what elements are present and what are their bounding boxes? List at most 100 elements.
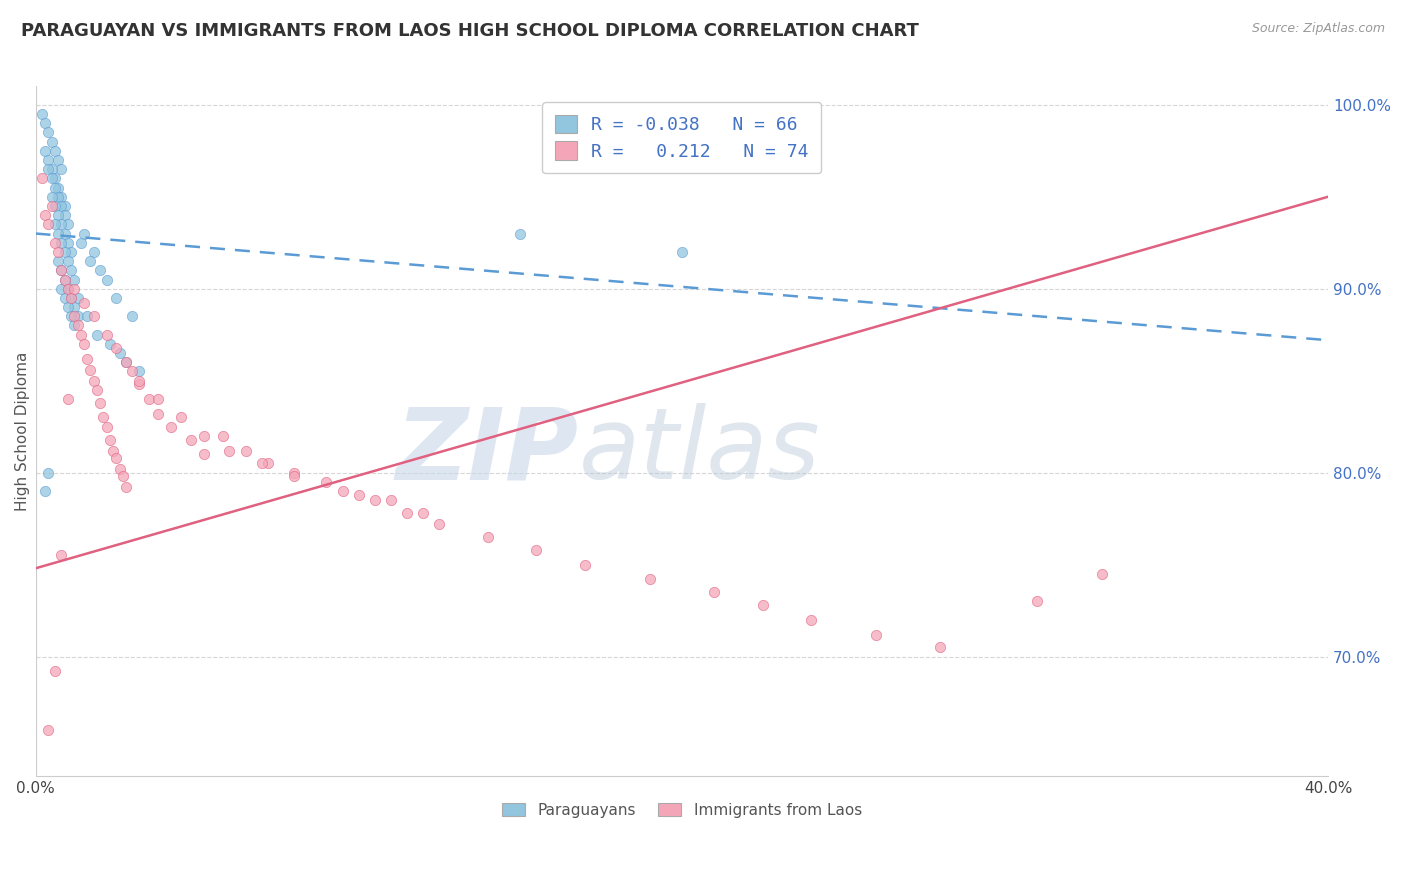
Point: [235, 443, 257, 458]
Point: [51, 199, 73, 213]
Point: [53, 272, 76, 286]
Point: [60, 263, 83, 277]
Point: [101, 443, 124, 458]
Point: [86, 327, 108, 342]
Point: [34, 144, 56, 158]
Point: [69, 327, 91, 342]
Point: [51, 549, 73, 563]
Point: [53, 291, 76, 305]
Point: [73, 227, 96, 241]
Point: [53, 199, 76, 213]
Point: [429, 517, 451, 532]
Point: [86, 383, 108, 397]
Point: [105, 291, 128, 305]
Point: [63, 318, 86, 333]
Point: [53, 244, 76, 259]
Point: [31, 171, 53, 186]
Point: [56, 392, 79, 406]
Point: [41, 171, 63, 186]
Point: [44, 665, 66, 679]
Point: [180, 433, 202, 447]
Point: [347, 488, 370, 502]
Point: [509, 227, 531, 241]
Point: [63, 300, 86, 314]
Point: [83, 244, 105, 259]
Point: [105, 341, 128, 355]
Point: [44, 144, 66, 158]
Point: [51, 162, 73, 177]
Point: [56, 254, 79, 268]
Point: [315, 475, 337, 489]
Point: [44, 217, 66, 231]
Point: [51, 190, 73, 204]
Point: [574, 558, 596, 572]
Point: [96, 327, 118, 342]
Point: [56, 282, 79, 296]
Point: [380, 493, 402, 508]
Point: [283, 469, 305, 483]
Point: [257, 457, 280, 471]
Point: [671, 244, 693, 259]
Point: [37, 723, 59, 738]
Point: [46, 190, 69, 204]
Point: [83, 374, 105, 388]
Point: [115, 480, 138, 494]
Point: [69, 235, 91, 250]
Point: [364, 493, 387, 508]
Point: [193, 447, 215, 461]
Point: [138, 392, 160, 406]
Point: [41, 135, 63, 149]
Point: [73, 337, 96, 351]
Point: [128, 374, 150, 388]
Point: [46, 180, 69, 194]
Point: [51, 282, 73, 296]
Point: [60, 291, 83, 305]
Point: [115, 355, 138, 369]
Point: [53, 272, 76, 286]
Point: [44, 171, 66, 186]
Point: [37, 125, 59, 139]
Point: [51, 217, 73, 231]
Point: [63, 272, 86, 286]
Point: [46, 208, 69, 222]
Point: [1091, 566, 1114, 581]
Point: [44, 235, 66, 250]
Point: [53, 208, 76, 222]
Point: [34, 484, 56, 499]
Point: [56, 235, 79, 250]
Point: [98, 433, 121, 447]
Point: [800, 613, 823, 627]
Point: [160, 419, 183, 434]
Point: [41, 199, 63, 213]
Point: [108, 346, 131, 360]
Point: [60, 244, 83, 259]
Point: [89, 396, 111, 410]
Point: [703, 585, 725, 599]
Point: [96, 419, 118, 434]
Point: [79, 362, 101, 376]
Point: [218, 443, 240, 458]
Point: [37, 466, 59, 480]
Point: [66, 291, 89, 305]
Point: [96, 272, 118, 286]
Point: [66, 310, 89, 324]
Point: [108, 462, 131, 476]
Point: [1026, 594, 1049, 608]
Point: [46, 153, 69, 167]
Point: [396, 506, 419, 520]
Point: [98, 337, 121, 351]
Point: [51, 263, 73, 277]
Point: [66, 318, 89, 333]
Legend: Paraguayans, Immigrants from Laos: Paraguayans, Immigrants from Laos: [496, 797, 868, 823]
Point: [170, 410, 193, 425]
Point: [56, 282, 79, 296]
Y-axis label: High School Diploma: High School Diploma: [15, 351, 30, 511]
Text: atlas: atlas: [578, 403, 820, 500]
Point: [83, 310, 105, 324]
Text: PARAGUAYAN VS IMMIGRANTS FROM LAOS HIGH SCHOOL DIPLOMA CORRELATION CHART: PARAGUAYAN VS IMMIGRANTS FROM LAOS HIGH …: [21, 22, 920, 40]
Point: [212, 429, 235, 443]
Point: [76, 310, 98, 324]
Point: [34, 116, 56, 130]
Point: [929, 640, 952, 655]
Point: [76, 351, 98, 366]
